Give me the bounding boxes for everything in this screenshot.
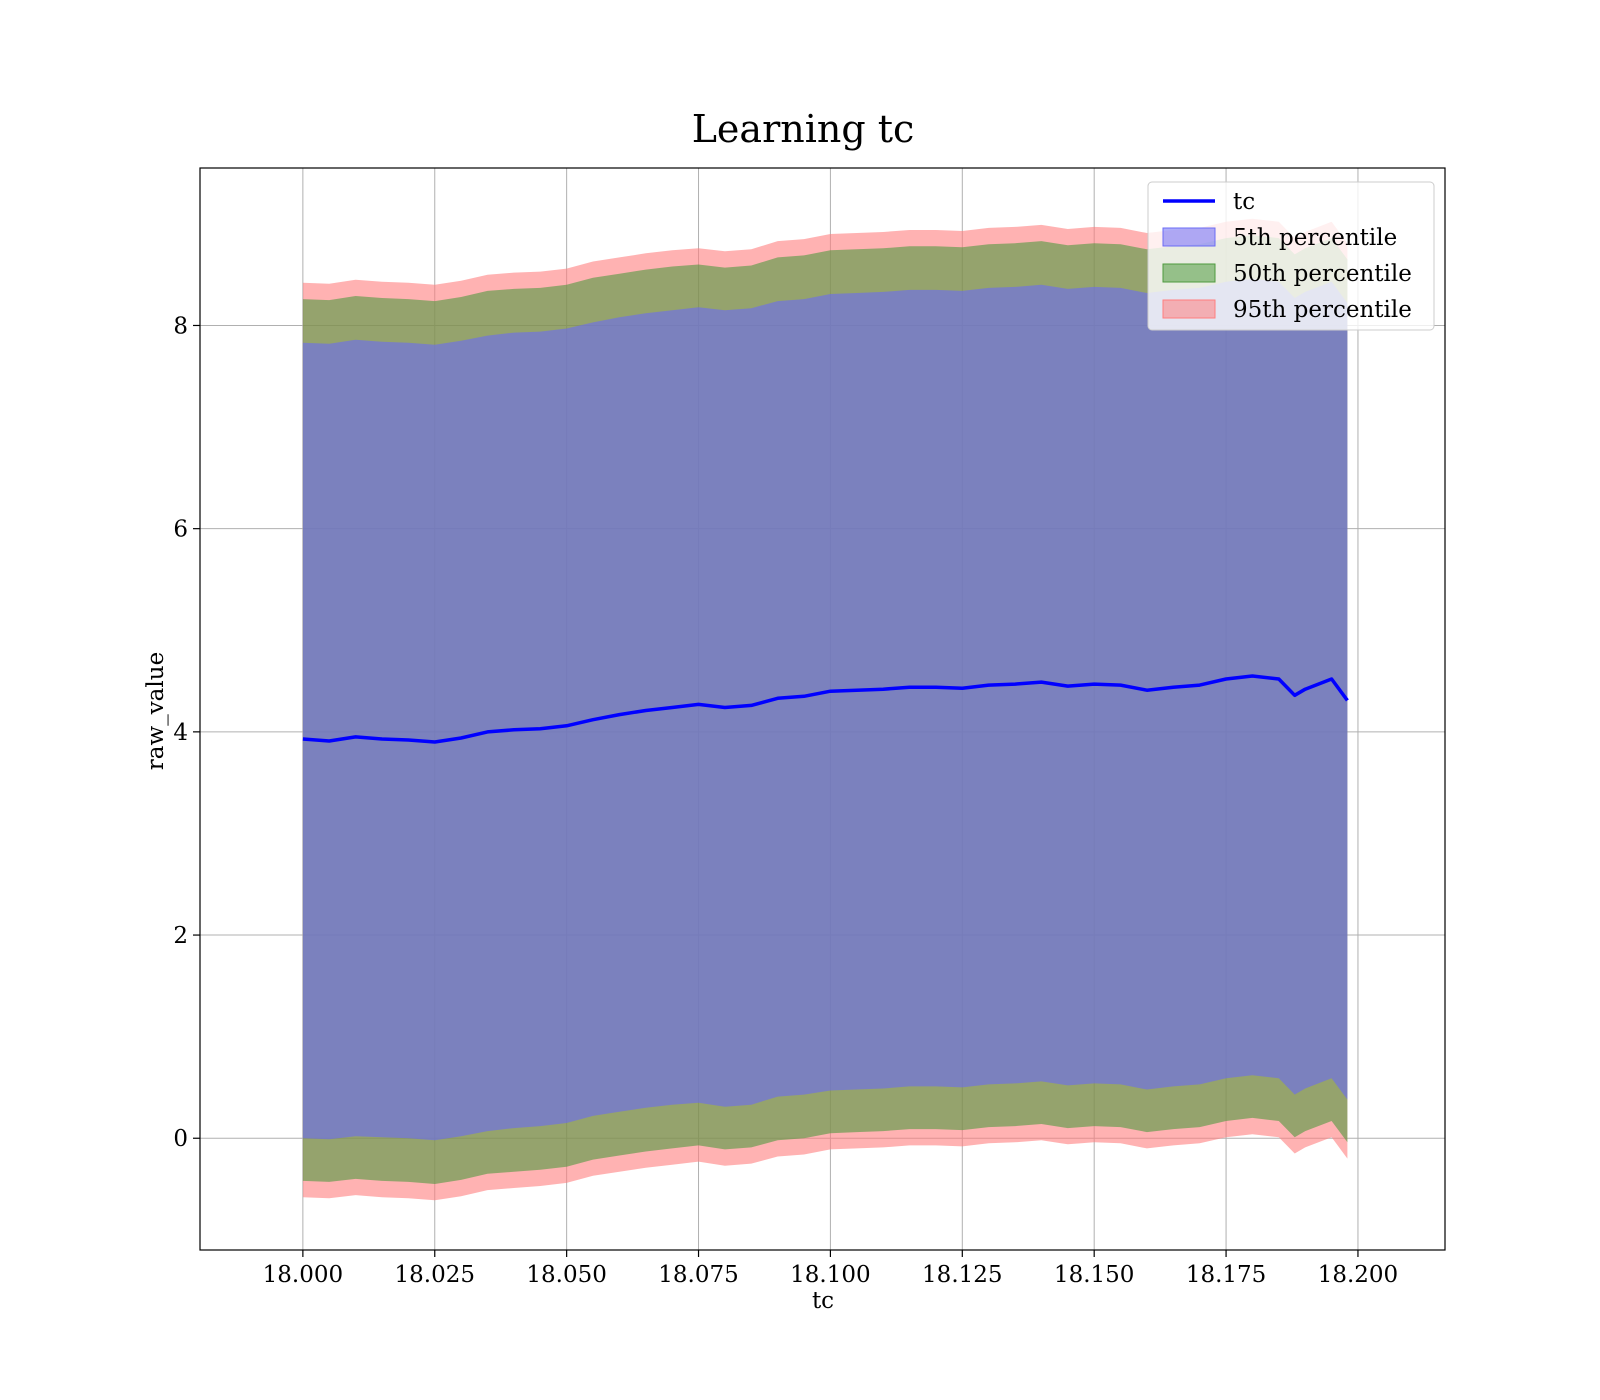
y-tick-label: 6 [173,517,188,543]
x-tick-label: 18.075 [658,1262,738,1288]
plot-frame [199,167,1446,1251]
y-tick-label: 0 [173,1126,188,1152]
y-axis-label: raw_value [143,652,169,770]
legend-swatch [1162,227,1216,247]
x-tick-label: 18.100 [790,1262,870,1288]
legend-label: tc [1233,189,1255,215]
legend-label: 50th percentile [1233,261,1412,287]
line-tc [302,674,1349,744]
legend-swatch [1162,263,1216,283]
percentile-bands [302,218,1348,1201]
x-tick-label: 18.025 [395,1262,475,1288]
x-tick-label: 18.000 [263,1262,343,1288]
plot-area [199,167,1446,1251]
x-tick-label: 18.175 [1186,1262,1266,1288]
x-axis-label: tc [812,1288,834,1314]
y-tick-label: 8 [173,313,188,339]
legend: tc 5th percentile 50th percentile 95th perc… [1147,181,1435,331]
legend-swatch [1162,299,1216,319]
y-axis-ticks: 0 2 4 6 8 [173,313,200,1152]
x-tick-label: 18.125 [922,1262,1002,1288]
chart-title: Learning tc [692,107,915,151]
legend-label: 95th percentile [1233,297,1412,323]
y-tick-label: 2 [173,923,188,949]
legend-label: 5th percentile [1233,225,1397,251]
band-5th-percentile [302,278,1348,1141]
x-tick-label: 18.150 [1054,1262,1134,1288]
legend-box [1147,181,1435,331]
x-tick-label: 18.050 [526,1262,606,1288]
x-tick-label: 18.200 [1318,1262,1398,1288]
series-lines [302,674,1349,744]
x-axis-ticks: 18.000 18.025 18.050 18.075 18.100 18.125 18.1… [263,1250,1398,1288]
y-tick-label: 4 [173,720,188,746]
